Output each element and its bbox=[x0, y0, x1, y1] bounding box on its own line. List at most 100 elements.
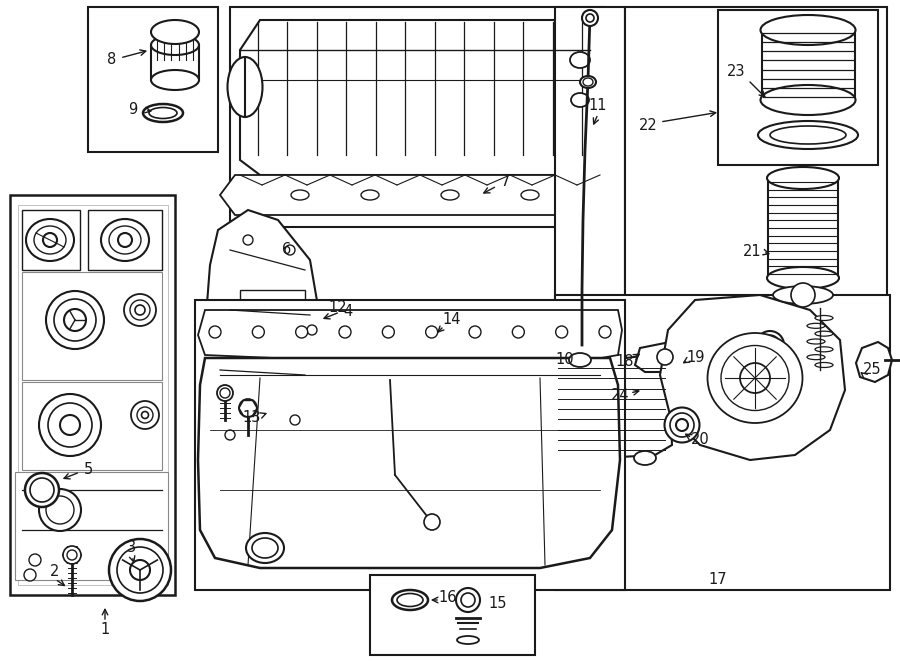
Polygon shape bbox=[22, 210, 80, 270]
Ellipse shape bbox=[46, 496, 74, 524]
Ellipse shape bbox=[25, 473, 59, 507]
Ellipse shape bbox=[760, 85, 856, 115]
Ellipse shape bbox=[457, 636, 479, 644]
Circle shape bbox=[285, 245, 295, 255]
Ellipse shape bbox=[291, 190, 309, 200]
Ellipse shape bbox=[131, 401, 159, 429]
Circle shape bbox=[24, 569, 36, 581]
Bar bbox=[370, 575, 535, 655]
Ellipse shape bbox=[151, 70, 199, 90]
Text: 21: 21 bbox=[742, 245, 761, 260]
Ellipse shape bbox=[228, 57, 263, 117]
Circle shape bbox=[217, 385, 233, 401]
Ellipse shape bbox=[570, 52, 590, 68]
Circle shape bbox=[149, 569, 161, 581]
Text: 2: 2 bbox=[50, 564, 59, 580]
Ellipse shape bbox=[60, 415, 80, 435]
Circle shape bbox=[512, 326, 525, 338]
Ellipse shape bbox=[26, 219, 74, 261]
Ellipse shape bbox=[151, 35, 199, 55]
Ellipse shape bbox=[807, 339, 825, 344]
Ellipse shape bbox=[721, 346, 789, 410]
Text: 25: 25 bbox=[863, 362, 881, 377]
Circle shape bbox=[426, 326, 437, 338]
Ellipse shape bbox=[580, 76, 596, 88]
Circle shape bbox=[469, 326, 481, 338]
Bar bbox=[240, 290, 305, 370]
Circle shape bbox=[307, 325, 317, 335]
Ellipse shape bbox=[815, 315, 833, 321]
Ellipse shape bbox=[767, 167, 839, 189]
Text: 24: 24 bbox=[611, 387, 629, 403]
Ellipse shape bbox=[109, 539, 171, 601]
Ellipse shape bbox=[141, 412, 149, 418]
Ellipse shape bbox=[137, 407, 153, 423]
Bar bbox=[625, 7, 887, 480]
Ellipse shape bbox=[143, 104, 183, 122]
Text: 13: 13 bbox=[243, 410, 261, 426]
Ellipse shape bbox=[246, 533, 284, 563]
Circle shape bbox=[657, 349, 673, 365]
Polygon shape bbox=[88, 210, 162, 270]
Polygon shape bbox=[198, 358, 620, 568]
Ellipse shape bbox=[676, 419, 688, 431]
Ellipse shape bbox=[124, 294, 156, 326]
Ellipse shape bbox=[101, 219, 149, 261]
Circle shape bbox=[582, 10, 598, 26]
Ellipse shape bbox=[30, 478, 54, 502]
Polygon shape bbox=[22, 382, 162, 470]
Ellipse shape bbox=[117, 547, 163, 593]
Ellipse shape bbox=[39, 489, 81, 531]
Polygon shape bbox=[635, 342, 690, 372]
Text: 16: 16 bbox=[439, 590, 457, 605]
Circle shape bbox=[220, 388, 230, 398]
Ellipse shape bbox=[583, 78, 593, 86]
Ellipse shape bbox=[571, 93, 589, 107]
Text: 17: 17 bbox=[708, 572, 727, 588]
Ellipse shape bbox=[760, 15, 856, 45]
Ellipse shape bbox=[135, 305, 145, 315]
Text: 7: 7 bbox=[500, 175, 509, 190]
Bar bbox=[195, 300, 625, 590]
Circle shape bbox=[456, 588, 480, 612]
Ellipse shape bbox=[770, 126, 846, 144]
Ellipse shape bbox=[118, 233, 132, 247]
Ellipse shape bbox=[392, 590, 428, 610]
Ellipse shape bbox=[670, 413, 694, 437]
Ellipse shape bbox=[740, 363, 770, 393]
Ellipse shape bbox=[707, 333, 803, 423]
Ellipse shape bbox=[43, 233, 57, 247]
Circle shape bbox=[599, 326, 611, 338]
Ellipse shape bbox=[149, 108, 177, 118]
Ellipse shape bbox=[130, 560, 150, 580]
Circle shape bbox=[239, 399, 257, 417]
Ellipse shape bbox=[815, 362, 833, 368]
Text: 8: 8 bbox=[107, 52, 117, 67]
Circle shape bbox=[67, 550, 77, 560]
Ellipse shape bbox=[758, 121, 858, 149]
Text: 5: 5 bbox=[84, 463, 93, 477]
Ellipse shape bbox=[48, 403, 92, 447]
Bar bbox=[555, 7, 625, 347]
Circle shape bbox=[461, 593, 475, 607]
Text: 10: 10 bbox=[555, 352, 574, 368]
Ellipse shape bbox=[760, 335, 780, 355]
Circle shape bbox=[382, 326, 394, 338]
Polygon shape bbox=[198, 310, 622, 365]
Polygon shape bbox=[220, 175, 605, 215]
Ellipse shape bbox=[815, 347, 833, 352]
Bar bbox=[88, 7, 218, 152]
Text: 4: 4 bbox=[344, 305, 353, 319]
Circle shape bbox=[252, 326, 265, 338]
Circle shape bbox=[586, 14, 594, 22]
Text: 22: 22 bbox=[639, 118, 657, 132]
Ellipse shape bbox=[151, 20, 199, 44]
Circle shape bbox=[209, 326, 221, 338]
Text: 1: 1 bbox=[101, 623, 110, 637]
Circle shape bbox=[791, 283, 815, 307]
Ellipse shape bbox=[569, 353, 591, 367]
Polygon shape bbox=[22, 272, 162, 380]
Circle shape bbox=[555, 326, 568, 338]
Polygon shape bbox=[240, 20, 590, 175]
Ellipse shape bbox=[252, 538, 278, 558]
